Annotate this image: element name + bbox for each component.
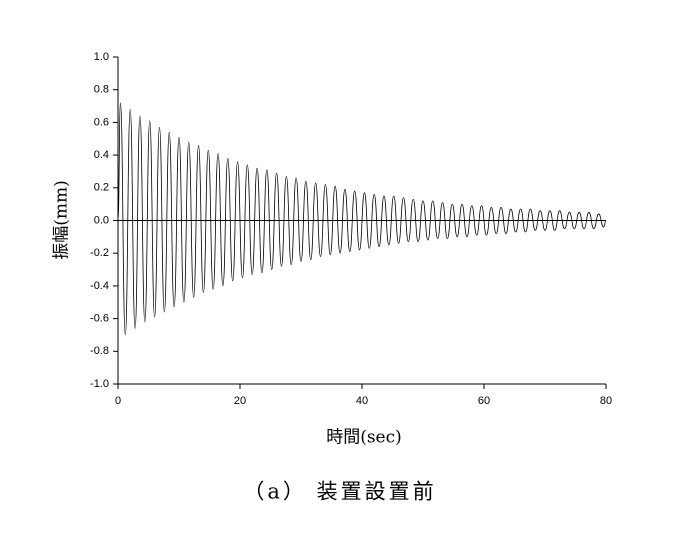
y-tick-label: 0.8: [94, 84, 109, 96]
y-tick-label: -0.8: [90, 345, 109, 357]
y-tick-label: 0.6: [94, 116, 109, 128]
caption: （a） 装置設置前: [243, 480, 436, 504]
x-tick-label: 80: [600, 395, 612, 407]
x-tick-label: 60: [478, 395, 490, 407]
y-tick-label: -0.2: [90, 247, 109, 259]
y-tick-label: 0.2: [94, 182, 109, 194]
y-tick-label: 0.0: [94, 214, 109, 226]
y-tick-label: -1.0: [90, 378, 109, 390]
y-axis-title: 振幅(mm): [52, 180, 72, 260]
x-axis-title: 時間(sec): [326, 428, 402, 448]
y-tick-label: -0.4: [90, 280, 109, 292]
y-tick-label: 1.0: [94, 51, 109, 63]
signal-line: [117, 102, 607, 336]
y-tick-label: 0.4: [94, 149, 109, 161]
y-tick-label: -0.6: [90, 313, 109, 325]
x-tick-label: 0: [115, 395, 121, 407]
x-tick-label: 40: [356, 395, 368, 407]
x-tick-label: 20: [234, 395, 246, 407]
